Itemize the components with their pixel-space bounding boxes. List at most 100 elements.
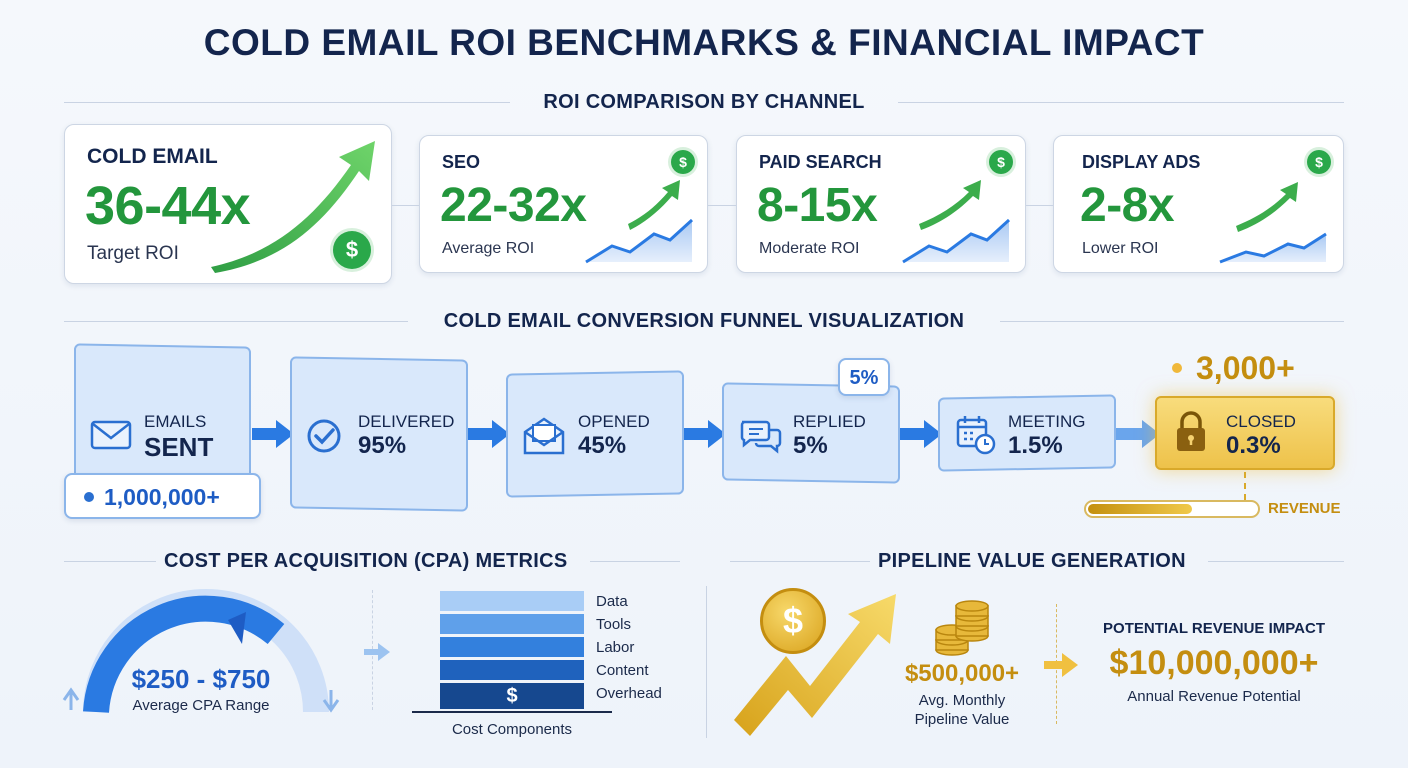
roi-card-paid-search: PAID SEARCH 8-15x Moderate ROI $: [736, 135, 1026, 273]
stack-layer-labor: [440, 637, 584, 657]
dollar-icon: $: [333, 231, 371, 269]
stage-label: DELIVERED: [358, 412, 455, 431]
card-label: Average ROI: [442, 240, 535, 257]
revenue-progress-bar: [1084, 500, 1260, 518]
arrow-right-icon: [684, 420, 726, 448]
card-value: 2-8x: [1080, 179, 1175, 232]
arrow-right-icon: [252, 420, 294, 448]
stack-label: Overhead: [596, 685, 662, 702]
stack-label: Tools: [596, 616, 632, 633]
stage-label: OPENED: [578, 412, 650, 431]
roi-section-title: ROI COMPARISON BY CHANNEL: [543, 91, 865, 113]
roi-card-display-ads: DISPLAY ADS 2-8x Lower ROI $: [1053, 135, 1344, 273]
revenue-connector: [1244, 472, 1246, 500]
stage-value: 5%: [793, 432, 828, 459]
stage-value: 1.5%: [1008, 432, 1063, 459]
divider: [590, 561, 680, 562]
stack-layer-tools: [440, 614, 584, 634]
roi-card-seo: SEO 22-32x Average ROI $: [419, 135, 708, 273]
revenue-progress-fill: [1088, 504, 1192, 514]
divider: [64, 321, 408, 322]
impact-title: POTENTIAL REVENUE IMPACT: [1103, 620, 1325, 637]
reply-callout-value: 5%: [849, 367, 879, 389]
card-label: Moderate ROI: [759, 240, 860, 257]
stack-layer-content: [440, 660, 584, 680]
divider: [706, 586, 707, 738]
arrow-right-icon: [1044, 653, 1078, 677]
page-title: COLD EMAIL ROI BENCHMARKS & FINANCIAL IM…: [203, 22, 1205, 63]
trend-chart-icon: [902, 180, 1011, 264]
open-envelope-icon: [523, 417, 565, 455]
trend-chart-icon: [1219, 182, 1327, 264]
annual-revenue-value: $10,000,000+: [1109, 644, 1319, 682]
arrow-right-icon: [900, 420, 942, 448]
cpa-range: $250 - $750: [131, 664, 271, 694]
calendar-clock-icon: [956, 416, 996, 455]
cpa-range-label: Average CPA Range: [132, 697, 270, 714]
sent-count-badge: 1,000,000+: [64, 473, 261, 519]
cpa-section-title: COST PER ACQUISITION (CPA) METRICS: [164, 550, 568, 572]
stack-label: Data: [596, 593, 628, 610]
sent-count: 1,000,000+: [104, 484, 220, 510]
dollar-icon: $: [671, 150, 695, 174]
arrow-right-icon: [364, 643, 390, 661]
stack-label: Labor: [596, 639, 635, 656]
connector-line: [392, 205, 419, 206]
card-value: 8-15x: [757, 179, 878, 232]
monthly-pipeline-label-1: Avg. Monthly: [918, 692, 1006, 709]
divider: [64, 561, 156, 562]
funnel-section-title: COLD EMAIL CONVERSION FUNNEL VISUALIZATI…: [443, 310, 965, 332]
monthly-pipeline-value: $500,000+: [904, 660, 1020, 687]
monthly-pipeline-label-2: Pipeline Value: [914, 711, 1010, 728]
roi-card-cold-email: COLD EMAIL 36-44x Target ROI $: [64, 124, 392, 284]
card-name: SEO: [442, 152, 481, 172]
closed-count: 3,000+: [1196, 350, 1295, 386]
stack-layer-data: [440, 591, 584, 611]
gold-growth-arrow-icon: [734, 594, 896, 736]
divider: [1000, 321, 1344, 322]
arrow-right-icon: [468, 420, 510, 448]
reply-callout: 5%: [838, 358, 890, 396]
card-label: Target ROI: [87, 243, 179, 264]
pipeline-section-title: PIPELINE VALUE GENERATION: [878, 550, 1186, 572]
card-name: DISPLAY ADS: [1082, 152, 1201, 172]
envelope-icon: [90, 420, 132, 450]
stage-label: CLOSED: [1226, 412, 1296, 431]
dollar-icon: $: [989, 150, 1013, 174]
stack-baseline: [412, 711, 612, 713]
check-circle-icon: [307, 419, 341, 453]
cost-components-caption: Cost Components: [451, 721, 573, 738]
connector-line: [1026, 205, 1053, 206]
stage-value: 45%: [578, 432, 627, 459]
divider: [1208, 561, 1344, 562]
cpa-gauge: [62, 589, 340, 714]
revenue-label: REVENUE: [1268, 500, 1341, 517]
connector-line: [708, 205, 736, 206]
dollar-icon: $: [1307, 150, 1331, 174]
arrow-right-icon: [1116, 420, 1160, 448]
lock-icon: [1177, 411, 1205, 451]
divider: [730, 561, 870, 562]
stage-value: 0.3%: [1226, 432, 1281, 459]
card-value: 22-32x: [440, 179, 587, 232]
divider: [898, 102, 1344, 103]
stage-label: MEETING: [1008, 412, 1086, 431]
cost-stack: Data Tools Labor Content $ Overhead: [440, 591, 710, 721]
stack-layer-overhead: $: [440, 683, 584, 709]
coin-stack-icon: [935, 600, 989, 656]
annual-revenue-label: Annual Revenue Potential: [1127, 688, 1301, 705]
growth-arrow-icon: [211, 141, 375, 273]
card-name: PAID SEARCH: [759, 152, 882, 172]
chat-bubbles-icon: [740, 420, 782, 454]
card-value: 36-44x: [85, 176, 251, 236]
stage-label: EMAILS: [144, 412, 207, 431]
card-label: Lower ROI: [1082, 240, 1159, 257]
stage-value: SENT: [144, 432, 214, 462]
stage-label: REPLIED: [793, 412, 866, 431]
gold-dot: [1172, 363, 1182, 373]
bullet-dot: [84, 492, 94, 502]
dollar-coin-icon: $: [760, 588, 826, 654]
stage-value: 95%: [358, 432, 407, 459]
divider: [64, 102, 510, 103]
trend-chart-icon: [585, 180, 694, 264]
